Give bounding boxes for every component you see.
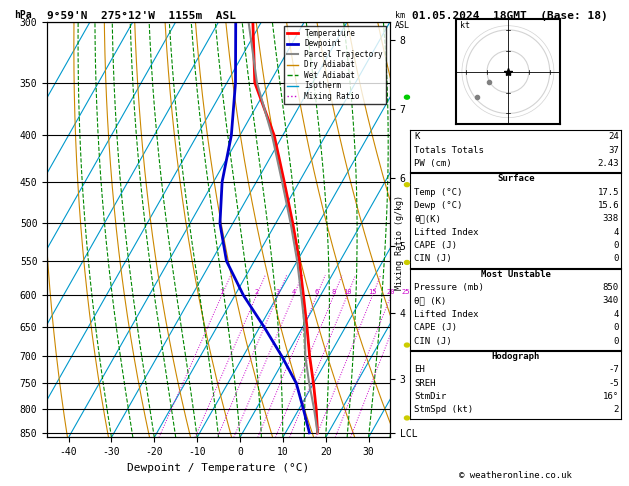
Text: 0: 0 xyxy=(613,254,619,263)
Text: Totals Totals: Totals Totals xyxy=(414,146,484,155)
Text: kt: kt xyxy=(460,21,470,30)
Text: Lifted Index: Lifted Index xyxy=(414,310,479,319)
Text: SREH: SREH xyxy=(414,379,435,388)
Text: 2: 2 xyxy=(254,289,259,295)
Text: CIN (J): CIN (J) xyxy=(414,254,452,263)
Text: Most Unstable: Most Unstable xyxy=(481,270,551,279)
Text: K: K xyxy=(414,132,420,141)
Text: 9°59'N  275°12'W  1155m  ASL: 9°59'N 275°12'W 1155m ASL xyxy=(47,11,236,21)
Text: -7: -7 xyxy=(608,365,619,374)
Text: 2.43: 2.43 xyxy=(598,159,619,168)
Text: 4: 4 xyxy=(613,227,619,237)
Text: km
ASL: km ASL xyxy=(395,11,410,30)
Text: -5: -5 xyxy=(608,379,619,388)
Text: 16°: 16° xyxy=(603,392,619,401)
Text: 0: 0 xyxy=(613,323,619,332)
Text: Lifted Index: Lifted Index xyxy=(414,227,479,237)
Text: 17.5: 17.5 xyxy=(598,188,619,197)
Text: 37: 37 xyxy=(608,146,619,155)
Text: 1: 1 xyxy=(220,289,224,295)
Text: 2: 2 xyxy=(613,405,619,415)
Text: Hodograph: Hodograph xyxy=(492,352,540,361)
Text: 338: 338 xyxy=(603,214,619,224)
Text: 15.6: 15.6 xyxy=(598,201,619,210)
Text: 4: 4 xyxy=(613,310,619,319)
Text: 4: 4 xyxy=(292,289,296,295)
Text: 850: 850 xyxy=(603,283,619,292)
Text: hPa: hPa xyxy=(14,10,32,20)
Text: 0: 0 xyxy=(613,336,619,346)
Text: 0: 0 xyxy=(613,241,619,250)
Text: 6: 6 xyxy=(314,289,319,295)
Text: CAPE (J): CAPE (J) xyxy=(414,241,457,250)
Text: 01.05.2024  18GMT  (Base: 18): 01.05.2024 18GMT (Base: 18) xyxy=(412,11,608,21)
Text: PW (cm): PW (cm) xyxy=(414,159,452,168)
Text: 340: 340 xyxy=(603,296,619,306)
Text: Surface: Surface xyxy=(497,174,535,183)
Text: Dewp (°C): Dewp (°C) xyxy=(414,201,462,210)
Text: 15: 15 xyxy=(368,289,377,295)
X-axis label: Dewpoint / Temperature (°C): Dewpoint / Temperature (°C) xyxy=(128,463,309,473)
Text: 3: 3 xyxy=(276,289,280,295)
Text: © weatheronline.co.uk: © weatheronline.co.uk xyxy=(459,470,572,480)
Text: 10: 10 xyxy=(343,289,352,295)
Text: Pressure (mb): Pressure (mb) xyxy=(414,283,484,292)
Text: 25: 25 xyxy=(401,289,410,295)
Text: CIN (J): CIN (J) xyxy=(414,336,452,346)
Text: CAPE (J): CAPE (J) xyxy=(414,323,457,332)
Text: StmDir: StmDir xyxy=(414,392,446,401)
Text: Temp (°C): Temp (°C) xyxy=(414,188,462,197)
Text: StmSpd (kt): StmSpd (kt) xyxy=(414,405,473,415)
Text: Mixing Ratio (g/kg): Mixing Ratio (g/kg) xyxy=(395,195,404,291)
Text: 24: 24 xyxy=(608,132,619,141)
Text: θᴇ(K): θᴇ(K) xyxy=(414,214,441,224)
Text: EH: EH xyxy=(414,365,425,374)
Text: 20: 20 xyxy=(387,289,395,295)
Text: 8: 8 xyxy=(331,289,336,295)
Legend: Temperature, Dewpoint, Parcel Trajectory, Dry Adiabat, Wet Adiabat, Isotherm, Mi: Temperature, Dewpoint, Parcel Trajectory… xyxy=(284,26,386,104)
Text: θᴇ (K): θᴇ (K) xyxy=(414,296,446,306)
